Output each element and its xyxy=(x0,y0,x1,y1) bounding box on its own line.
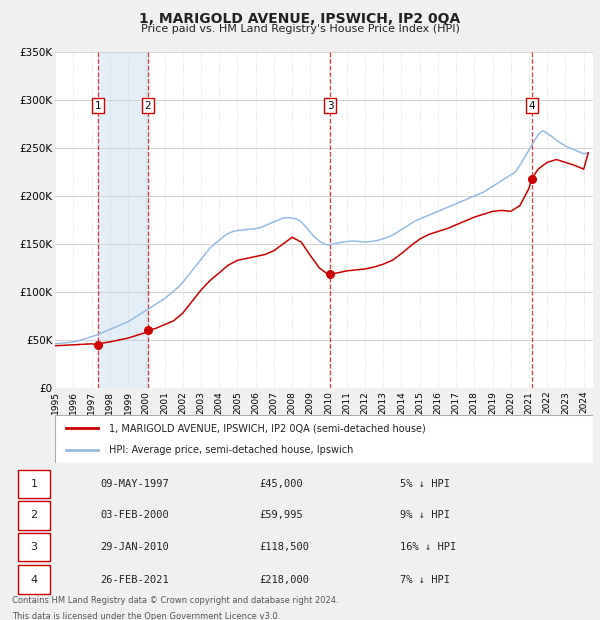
Point xyxy=(527,174,536,184)
FancyBboxPatch shape xyxy=(18,533,50,561)
FancyBboxPatch shape xyxy=(18,501,50,530)
Text: 26-FEB-2021: 26-FEB-2021 xyxy=(100,575,169,585)
Text: £45,000: £45,000 xyxy=(259,479,302,489)
Text: 2: 2 xyxy=(145,101,151,111)
Text: £118,500: £118,500 xyxy=(259,542,309,552)
Text: 9% ↓ HPI: 9% ↓ HPI xyxy=(400,510,450,520)
Text: 4: 4 xyxy=(31,575,37,585)
Text: 1, MARIGOLD AVENUE, IPSWICH, IP2 0QA: 1, MARIGOLD AVENUE, IPSWICH, IP2 0QA xyxy=(139,12,461,26)
Text: 1: 1 xyxy=(31,479,37,489)
Text: 3: 3 xyxy=(327,101,334,111)
Point xyxy=(143,326,153,335)
Text: 2: 2 xyxy=(31,510,37,520)
Text: 16% ↓ HPI: 16% ↓ HPI xyxy=(400,542,456,552)
Text: £218,000: £218,000 xyxy=(259,575,309,585)
Text: 09-MAY-1997: 09-MAY-1997 xyxy=(100,479,169,489)
Text: 03-FEB-2000: 03-FEB-2000 xyxy=(100,510,169,520)
Point xyxy=(325,269,335,279)
FancyBboxPatch shape xyxy=(18,469,50,498)
Text: 1, MARIGOLD AVENUE, IPSWICH, IP2 0QA (semi-detached house): 1, MARIGOLD AVENUE, IPSWICH, IP2 0QA (se… xyxy=(109,423,426,433)
FancyBboxPatch shape xyxy=(18,565,50,594)
Text: HPI: Average price, semi-detached house, Ipswich: HPI: Average price, semi-detached house,… xyxy=(109,445,353,454)
Text: Price paid vs. HM Land Registry's House Price Index (HPI): Price paid vs. HM Land Registry's House … xyxy=(140,24,460,33)
Text: 7% ↓ HPI: 7% ↓ HPI xyxy=(400,575,450,585)
Text: 3: 3 xyxy=(31,542,37,552)
Text: This data is licensed under the Open Government Licence v3.0.: This data is licensed under the Open Gov… xyxy=(12,612,280,620)
Bar xyxy=(98,52,148,388)
Text: 4: 4 xyxy=(529,101,535,111)
Text: Contains HM Land Registry data © Crown copyright and database right 2024.: Contains HM Land Registry data © Crown c… xyxy=(12,596,338,605)
Text: £59,995: £59,995 xyxy=(259,510,302,520)
Text: 5% ↓ HPI: 5% ↓ HPI xyxy=(400,479,450,489)
Text: 29-JAN-2010: 29-JAN-2010 xyxy=(100,542,169,552)
Text: 1: 1 xyxy=(95,101,101,111)
Point xyxy=(94,340,103,350)
